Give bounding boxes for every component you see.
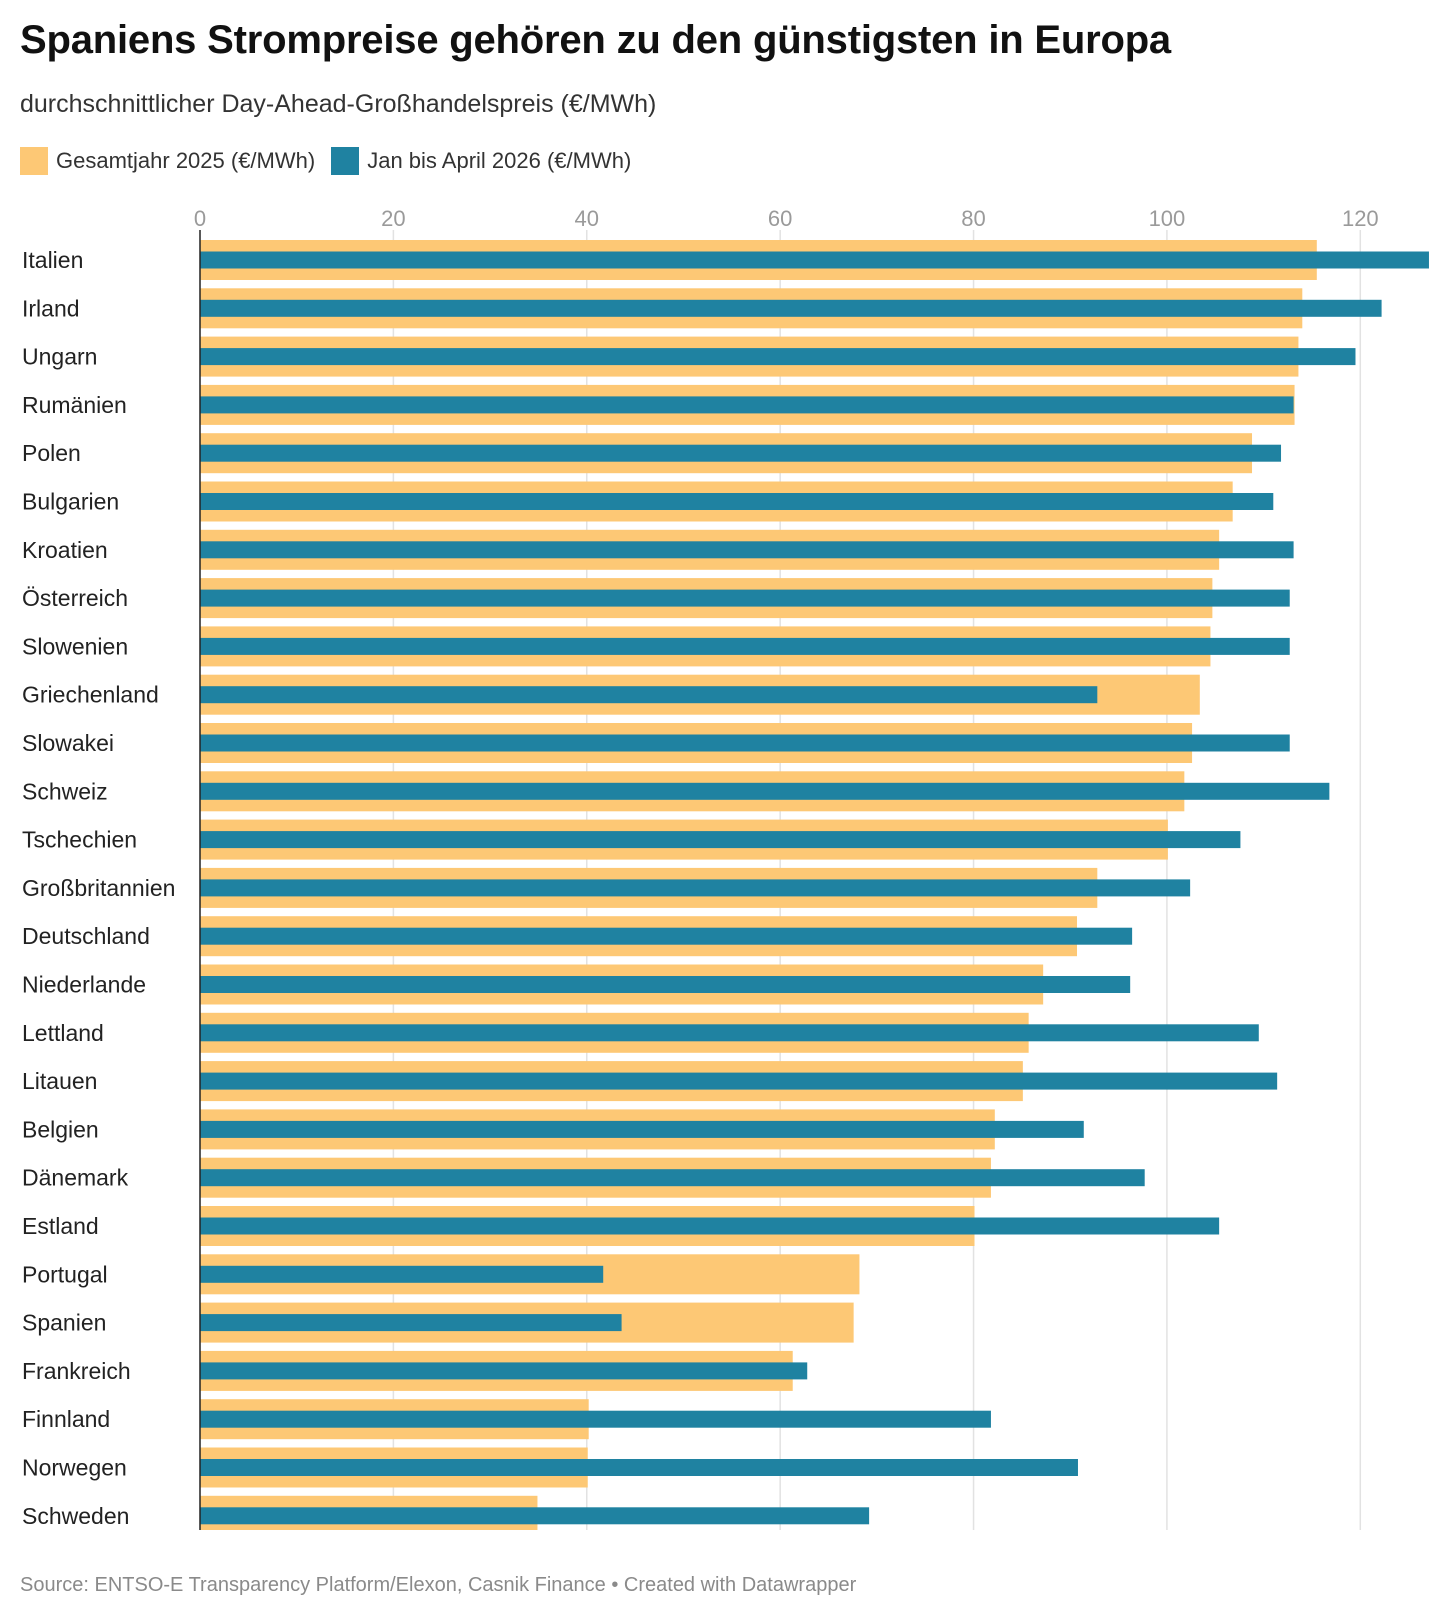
bar-2026 — [200, 589, 1290, 607]
category-label: Italien — [22, 247, 83, 273]
x-tick-label: 0 — [194, 206, 206, 231]
category-label: Niederlande — [22, 972, 146, 998]
category-label: Schweiz — [22, 778, 108, 804]
bar-2026 — [200, 541, 1294, 559]
source-note: Source: ENTSO-E Transparency Platform/El… — [20, 1574, 857, 1596]
bar-2026 — [200, 1024, 1259, 1042]
bar-2026 — [200, 686, 1098, 704]
x-tick-label: 20 — [381, 206, 405, 231]
x-tick-label: 40 — [575, 206, 599, 231]
category-label: Bulgarien — [22, 489, 119, 515]
category-label: Lettland — [22, 1020, 104, 1046]
legend-label-2025: Gesamtjahr 2025 (€/MWh) — [56, 148, 316, 173]
category-label: Frankreich — [22, 1358, 131, 1384]
bar-2026 — [200, 396, 1294, 414]
category-label: Estland — [22, 1213, 99, 1239]
bar-2026 — [200, 251, 1429, 269]
bar-2026 — [200, 493, 1274, 510]
chart-title: Spaniens Strompreise gehören zu den güns… — [20, 18, 1171, 62]
legend-label-2026: Jan bis April 2026 (€/MWh) — [367, 148, 632, 173]
legend-swatch-2026 — [331, 147, 360, 175]
category-label: Litauen — [22, 1068, 97, 1094]
bar-2026 — [200, 1169, 1145, 1187]
category-label: Schweden — [22, 1503, 129, 1529]
bars — [200, 240, 1429, 1530]
category-label: Slowakei — [22, 730, 114, 756]
x-tick-label: 100 — [1149, 206, 1186, 231]
bar-2026 — [200, 927, 1133, 945]
legend: Gesamtjahr 2025 (€/MWh) Jan bis April 20… — [20, 147, 631, 175]
category-label: Kroatien — [22, 537, 108, 563]
category-label: Tschechien — [22, 827, 137, 853]
category-label: Finnland — [22, 1406, 110, 1432]
chart-subtitle: durchschnittlicher Day-Ahead-Großhandels… — [20, 90, 657, 118]
x-tick-label: 120 — [1342, 206, 1379, 231]
category-label: Großbritannien — [22, 875, 175, 901]
category-label: Belgien — [22, 1116, 99, 1142]
bar-2026 — [200, 1314, 622, 1332]
bar-2026 — [200, 444, 1282, 462]
category-label: Spanien — [22, 1310, 106, 1336]
category-label: Polen — [22, 440, 81, 466]
bar-2026 — [200, 299, 1382, 317]
bar-2026 — [200, 1072, 1278, 1090]
bar-2026 — [200, 1120, 1084, 1138]
category-label: Portugal — [22, 1261, 108, 1287]
legend-item-2025: Gesamtjahr 2025 (€/MWh) — [20, 147, 315, 175]
legend-swatch-2025 — [20, 147, 48, 175]
category-label: Griechenland — [22, 682, 159, 708]
bar-chart: 0 20 40 60 80 100 120 Italien Irland Ungarn Rumän… — [22, 206, 1429, 1530]
bar-2026 — [200, 1265, 604, 1283]
bar-2026 — [200, 1459, 1078, 1476]
bar-2026 — [200, 976, 1131, 993]
legend-item-2026: Jan bis April 2026 (€/MWh) — [331, 147, 631, 175]
category-label: Ungarn — [22, 344, 97, 370]
bar-2026 — [200, 782, 1330, 800]
bar-2026 — [200, 831, 1241, 849]
bar-2026 — [200, 734, 1290, 752]
bar-2026 — [200, 1362, 808, 1380]
x-tick-label: 80 — [961, 206, 985, 231]
category-label: Irland — [22, 295, 80, 321]
category-label: Slowenien — [22, 633, 128, 659]
category-label: Österreich — [22, 585, 128, 611]
bar-2026 — [200, 637, 1290, 655]
tick-labels: 0 20 40 60 80 100 120 — [194, 206, 1379, 231]
bar-2026 — [200, 1507, 870, 1525]
category-labels: Italien Irland Ungarn Rumänien Polen Bulgarie… — [22, 247, 175, 1529]
x-tick-label: 60 — [768, 206, 792, 231]
category-label: Deutschland — [22, 923, 150, 949]
category-label: Rumänien — [22, 392, 127, 418]
category-label: Norwegen — [22, 1455, 127, 1481]
bar-2026 — [200, 348, 1356, 366]
category-label: Dänemark — [22, 1165, 129, 1191]
bar-2026 — [200, 879, 1191, 897]
bar-2026 — [200, 1217, 1220, 1235]
bar-2026 — [200, 1410, 991, 1428]
